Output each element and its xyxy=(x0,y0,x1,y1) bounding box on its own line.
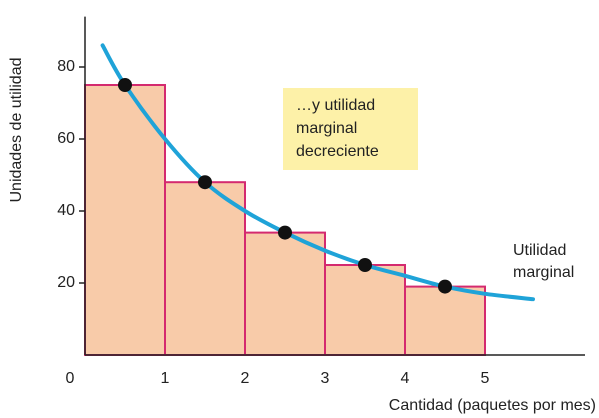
point xyxy=(278,225,292,240)
bar xyxy=(404,285,486,357)
point xyxy=(118,78,132,92)
x-tick-label: 2 xyxy=(241,370,250,387)
y-tick-label: 40 xyxy=(57,202,75,219)
point xyxy=(438,279,452,294)
x-axis-label: Cantidad (paquetes por mes) xyxy=(389,397,596,414)
x-tick-label: 3 xyxy=(321,370,330,387)
y-tick-label: 80 xyxy=(57,58,75,75)
x-tick-label: 0 xyxy=(66,370,75,387)
y-axis-label: Unidades de utilidad xyxy=(8,58,25,203)
bar xyxy=(244,231,326,357)
annotation-text: …y utilidad xyxy=(296,97,375,114)
bar xyxy=(324,264,406,356)
curve-label: marginal xyxy=(513,264,574,281)
bar xyxy=(84,84,166,356)
x-tick-label: 5 xyxy=(481,370,490,387)
x-tick-label: 1 xyxy=(161,370,170,387)
y-tick-label: 60 xyxy=(57,130,75,147)
point xyxy=(198,175,212,190)
annotation-text: marginal xyxy=(296,120,357,137)
curve-label: Utilidad xyxy=(513,242,566,259)
annotation-text: decreciente xyxy=(296,143,379,160)
annotation-box xyxy=(283,88,418,170)
bar xyxy=(164,181,246,356)
x-tick-label: 4 xyxy=(401,370,410,387)
y-tick-label: 20 xyxy=(57,274,75,291)
point xyxy=(358,258,372,272)
